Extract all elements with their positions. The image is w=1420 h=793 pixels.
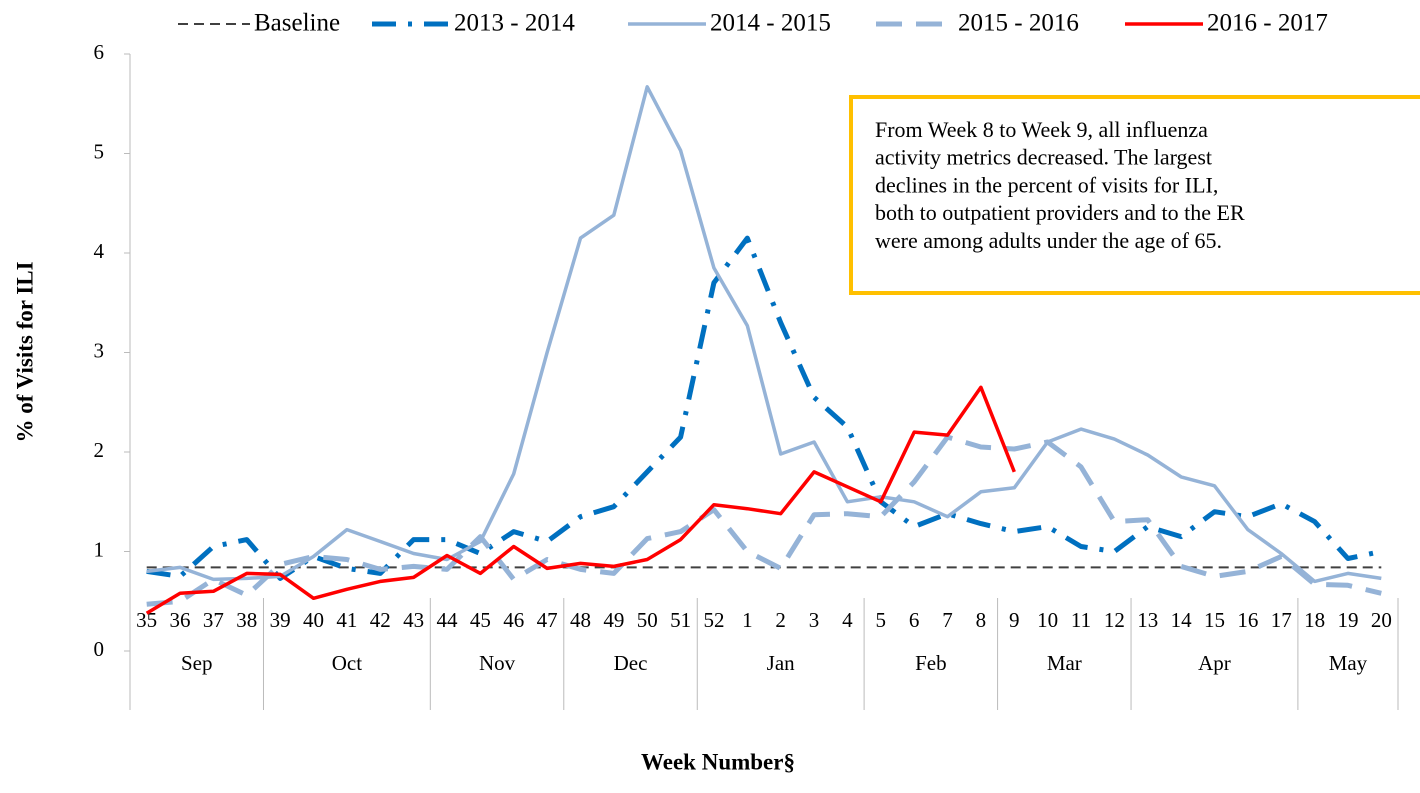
series-line [145, 385, 1016, 615]
annotation-text: From Week 8 to Week 9, all influenza [875, 117, 1208, 142]
x-tick-label: 13 [1137, 608, 1158, 632]
annotation-text: declines in the percent of visits for IL… [875, 172, 1218, 197]
x-tick-label: 2 [775, 608, 786, 632]
x-tick-label: 42 [370, 608, 391, 632]
legend-label: 2015 - 2016 [958, 10, 1079, 37]
x-tick-label: 35 [136, 608, 157, 632]
y-tick-label: 1 [94, 537, 105, 561]
y-axis-title: % of Visits for ILI [12, 261, 37, 442]
x-tick-label: 49 [603, 608, 624, 632]
y-tick-label: 5 [94, 139, 105, 163]
x-tick-label: 10 [1037, 608, 1058, 632]
x-tick-label: 20 [1371, 608, 1392, 632]
y-tick-label: 3 [94, 338, 105, 362]
x-tick-label: 37 [203, 608, 224, 632]
x-tick-label: 9 [1009, 608, 1020, 632]
x-tick-label: 17 [1271, 608, 1292, 632]
x-tick-label: 16 [1237, 608, 1258, 632]
x-tick-label: 50 [637, 608, 658, 632]
x-tick-label: 5 [876, 608, 887, 632]
legend-label: 2013 - 2014 [454, 10, 575, 37]
x-tick-label: 14 [1171, 608, 1193, 632]
x-tick-label: 15 [1204, 608, 1225, 632]
x-tick-label: 40 [303, 608, 324, 632]
x-tick-label: 19 [1337, 608, 1358, 632]
y-tick-label: 2 [94, 438, 105, 462]
x-tick-label: 3 [809, 608, 820, 632]
x-tick-label: 45 [470, 608, 491, 632]
x-group-label: Sep [181, 651, 213, 675]
x-tick-label: 48 [570, 608, 591, 632]
x-group-label: Dec [614, 651, 648, 675]
x-tick-label: 6 [909, 608, 920, 632]
y-tick-label: 0 [94, 637, 105, 661]
x-tick-label: 12 [1104, 608, 1125, 632]
x-tick-label: 52 [703, 608, 724, 632]
series-line [146, 85, 1382, 584]
x-tick-label: 4 [842, 608, 853, 632]
x-tick-label: 11 [1071, 608, 1091, 632]
series-line [146, 434, 1382, 607]
y-tick-label: 6 [94, 40, 105, 64]
legend-label: Baseline [254, 10, 340, 37]
y-tick-label: 4 [94, 239, 105, 263]
x-group-label: May [1329, 651, 1368, 675]
series-line [146, 235, 1382, 581]
legend-label: 2014 - 2015 [710, 10, 831, 37]
x-tick-label: 8 [976, 608, 987, 632]
x-tick-label: 7 [942, 608, 953, 632]
x-group-label: Apr [1198, 651, 1231, 675]
x-tick-label: 36 [170, 608, 191, 632]
annotation-text: were among adults under the age of 65. [875, 228, 1222, 253]
x-tick-label: 39 [270, 608, 291, 632]
x-tick-label: 1 [742, 608, 753, 632]
annotation-text: activity metrics decreased. The largest [875, 145, 1212, 170]
annotation-text: both to outpatient providers and to the … [875, 200, 1245, 225]
x-group-label: Feb [915, 651, 947, 675]
x-tick-label: 46 [503, 608, 524, 632]
x-tick-label: 38 [236, 608, 257, 632]
x-tick-label: 41 [336, 608, 357, 632]
x-tick-label: 43 [403, 608, 424, 632]
x-axis-title: Week Number§ [641, 749, 795, 774]
x-tick-label: 18 [1304, 608, 1325, 632]
x-tick-label: 51 [670, 608, 691, 632]
legend-label: 2016 - 2017 [1207, 10, 1328, 37]
x-group-label: Mar [1047, 651, 1082, 675]
x-group-label: Jan [767, 651, 795, 675]
x-group-label: Oct [332, 651, 362, 675]
annotation-box [849, 95, 1420, 295]
x-tick-label: 44 [437, 608, 459, 632]
x-tick-label: 47 [537, 608, 558, 632]
x-group-label: Nov [479, 651, 516, 675]
